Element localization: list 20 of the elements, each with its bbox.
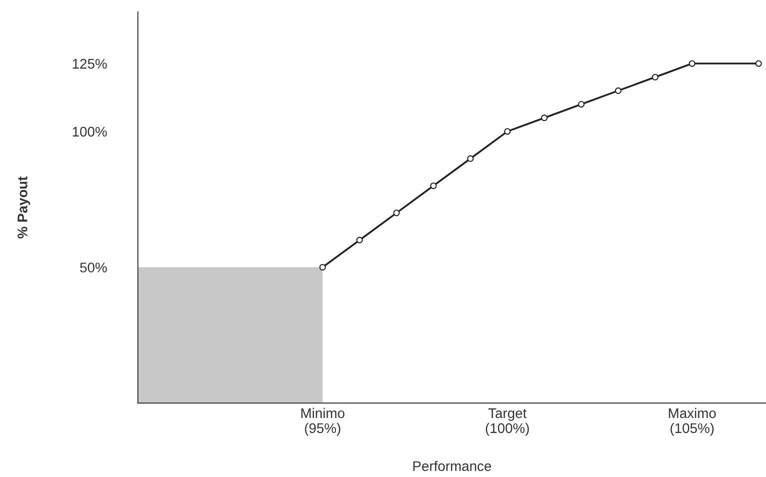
x-tick-label: Minimo (95%) [301, 408, 344, 436]
point [393, 210, 400, 216]
point [430, 182, 437, 190]
x-tick-label: Target (100%) [486, 408, 529, 436]
y-axis-title: % Payout [18, 176, 30, 238]
point [504, 128, 511, 135]
point [688, 60, 696, 67]
point [319, 264, 326, 271]
x-tick-label: Maximo (105%) [668, 408, 716, 436]
point [578, 100, 585, 108]
point [614, 87, 622, 94]
y-tick-label: 125% [72, 58, 107, 69]
point [755, 60, 762, 67]
point [356, 236, 363, 244]
y-tick-label: 50% [80, 262, 107, 272]
point [467, 155, 474, 162]
y-tick-label: 100% [72, 126, 107, 137]
point [541, 114, 548, 122]
point [652, 74, 658, 80]
x-axis-title: Performance [413, 460, 492, 472]
